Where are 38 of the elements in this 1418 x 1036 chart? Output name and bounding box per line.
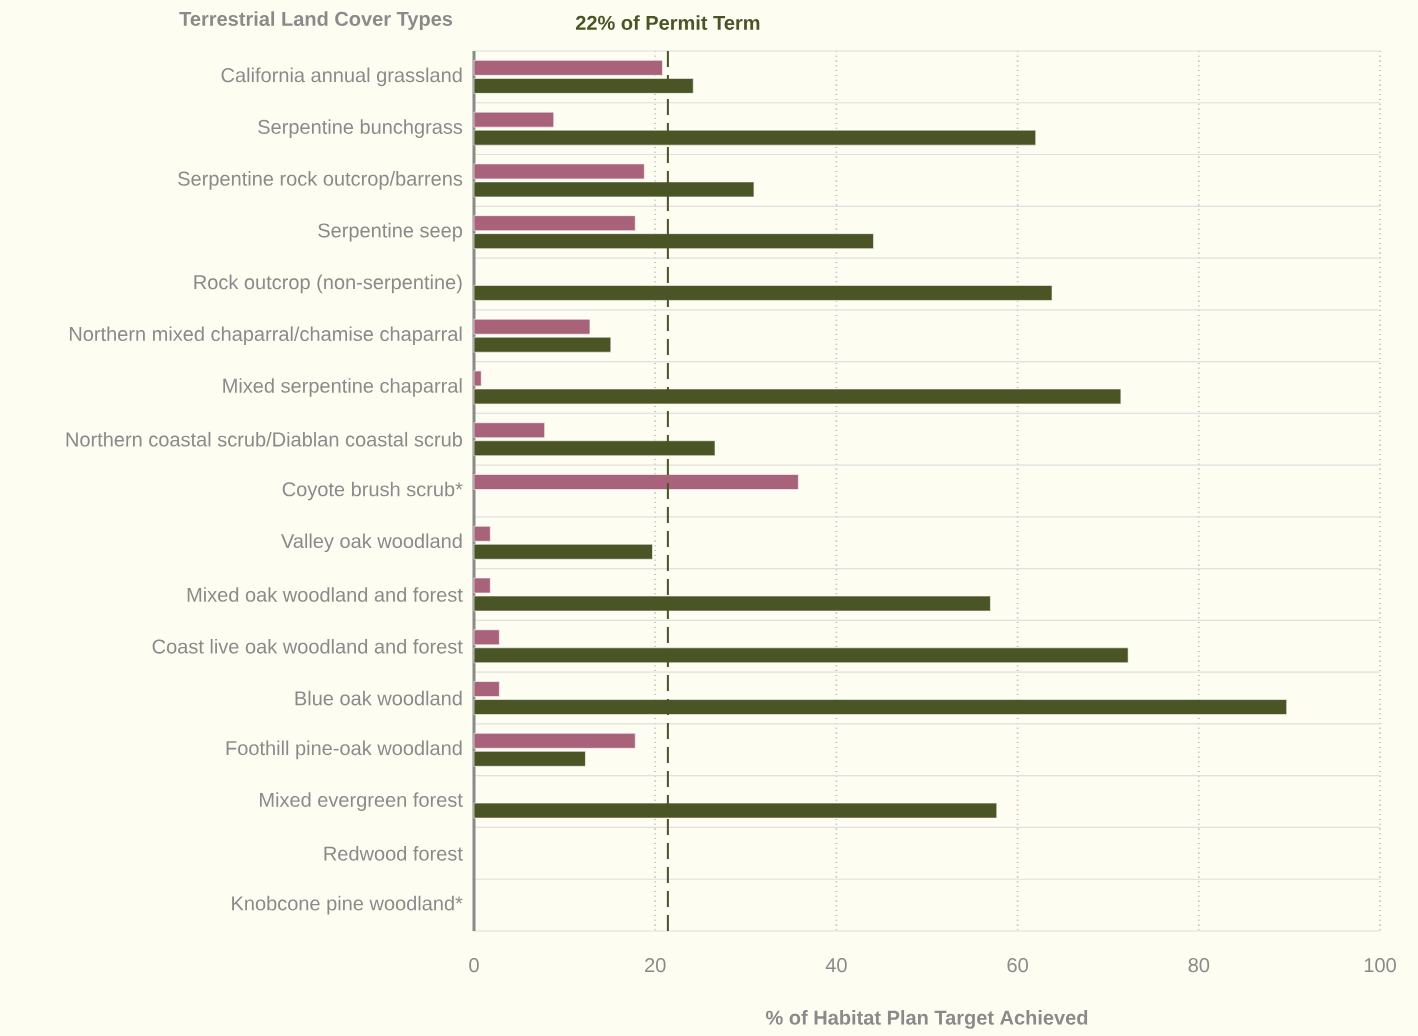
- bar: [473, 733, 636, 749]
- y-tick-label: Foothill pine-oak woodland: [226, 740, 462, 760]
- y-tick-label: Mixed serpentine chaparral: [223, 378, 462, 397]
- y-tick-label: Mixed evergreen forest: [260, 792, 463, 811]
- y-tick-label: Rock outcrop (non-serpentine): [194, 274, 462, 294]
- y-tick-label: Valley oak woodland: [281, 533, 462, 553]
- y-tick-label: Serpentine bunchgrass: [258, 119, 463, 138]
- y-tick-label: Serpentine rock outcrop/barrens: [178, 171, 463, 190]
- bar: [473, 318, 591, 335]
- y-tick-label: Mixed oak woodland and forest: [187, 587, 463, 602]
- y-tick-label: Knobcone pine woodland*: [232, 895, 463, 915]
- bar: [473, 422, 545, 439]
- x-axis-title: % of Habitat Plan Target Achieved: [765, 1010, 1088, 1029]
- bar: [473, 60, 663, 76]
- y-tick-label: Serpentine seep: [318, 222, 463, 242]
- bar: [473, 215, 636, 231]
- x-tick-label: 80: [1188, 958, 1210, 973]
- x-tick-label: 100: [1364, 958, 1396, 973]
- ref-line-label: 22% of Permit Term: [575, 15, 760, 30]
- x-tick-label: 20: [645, 958, 666, 973]
- bar: [473, 474, 799, 490]
- y-tick-label: Northern mixed chaparral/chamise chaparral: [69, 326, 462, 346]
- y-tick-label: California annual grassland: [221, 67, 462, 87]
- bar: [473, 629, 500, 646]
- y-tick-label: Coast live oak woodland and forest: [152, 638, 463, 654]
- y-tick-label: Northern coastal scrub/Diablan coastal scrub: [66, 431, 463, 447]
- bar: [473, 681, 500, 697]
- x-tick-label: 0: [469, 958, 479, 973]
- bar: [473, 336, 612, 353]
- y-tick-label: Coyote brush scrub*: [282, 481, 463, 501]
- y-tick-label: Blue oak woodland: [295, 690, 462, 706]
- bar: [473, 751, 586, 767]
- bar: [473, 543, 653, 560]
- y-axis-title: Terrestrial Land Cover Types: [179, 11, 453, 30]
- y-tick-label: Redwood forest: [324, 846, 463, 861]
- x-tick-label: 60: [1007, 958, 1028, 973]
- bar: [473, 525, 491, 542]
- x-tick-label: 40: [825, 958, 847, 973]
